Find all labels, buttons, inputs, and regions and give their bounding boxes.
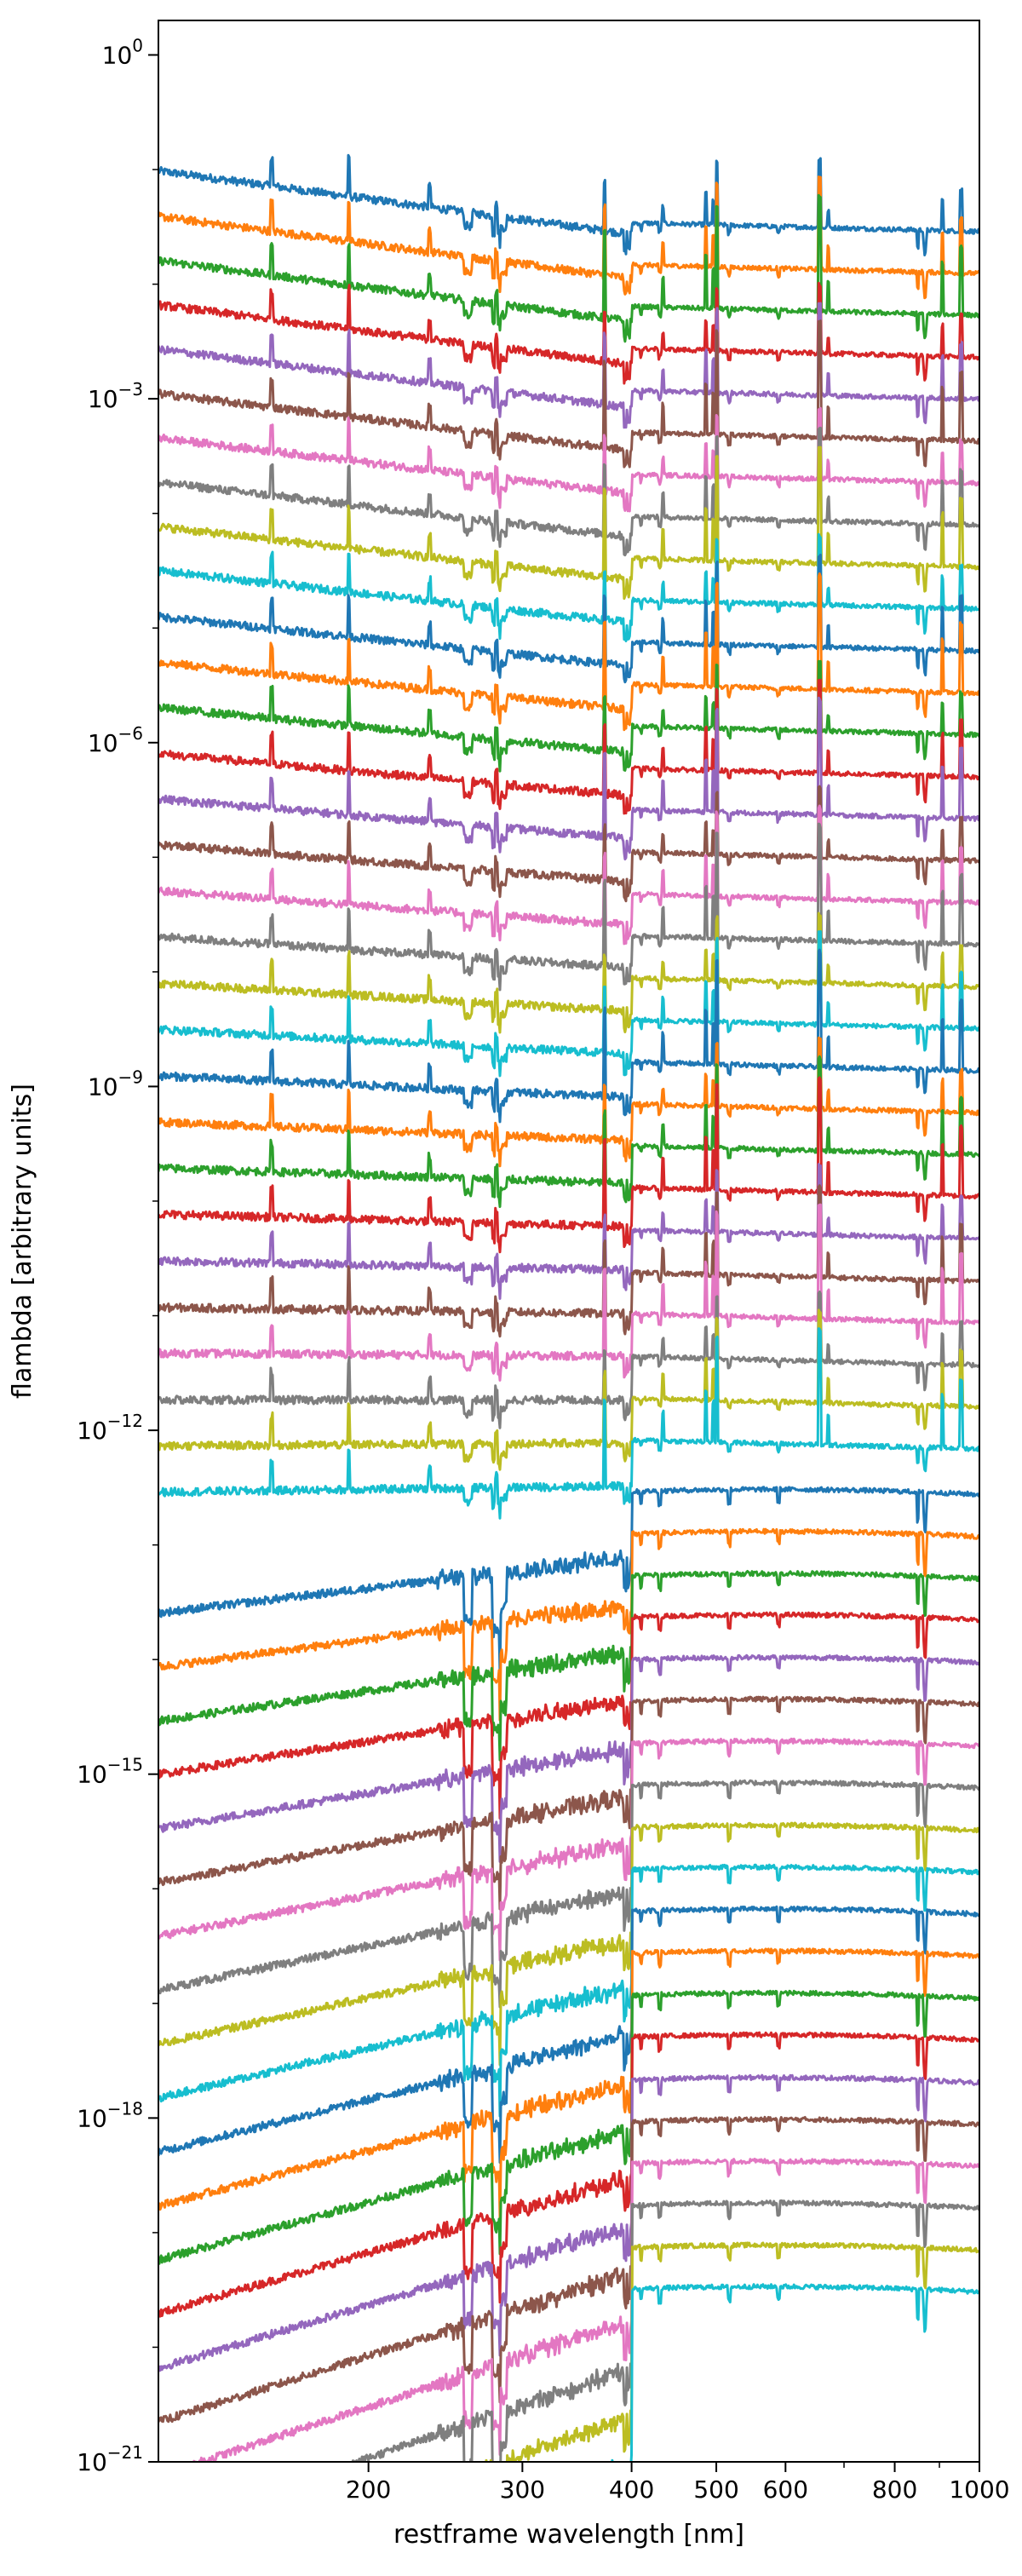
series-line-17: [158, 804, 979, 946]
series-line-9: [158, 446, 979, 601]
x-tick-label: 400: [609, 2475, 654, 2504]
y-tick-label: 10−15: [77, 1755, 143, 1789]
y-tick-mantissa: 10: [102, 42, 133, 70]
series-line-27: [158, 1203, 979, 1382]
x-tick-label: 500: [693, 2475, 738, 2504]
series-line-6: [158, 319, 979, 469]
series-line-19: [158, 911, 979, 1034]
y-tick-mantissa: 10: [77, 1417, 107, 1445]
y-tick-exponent: −12: [107, 1411, 143, 1431]
x-axis-label: restframe wavelength [nm]: [393, 2520, 744, 2550]
series-line-13: [158, 659, 979, 773]
y-tick-mantissa: 10: [88, 729, 118, 757]
series-line-8: [158, 426, 979, 557]
series-line-45: [158, 2073, 979, 2372]
series-line-22: [158, 1036, 979, 1168]
series-line-14: [158, 678, 979, 815]
x-tick-label: 600: [763, 2475, 808, 2504]
y-tick-exponent: −6: [118, 723, 143, 744]
y-tick-mantissa: 10: [88, 385, 118, 413]
series-line-12: [158, 572, 979, 732]
y-tick-label: 10−3: [88, 379, 143, 413]
series-line-2: [158, 175, 979, 300]
series-line-1: [158, 153, 979, 256]
series-line-48: [343, 2199, 979, 2462]
series-line-4: [158, 281, 979, 385]
series-line-46: [158, 2115, 979, 2424]
y-tick-exponent: −15: [107, 1755, 143, 1775]
y-tick-label: 10−21: [77, 2442, 143, 2476]
series-line-37: [158, 1737, 979, 1962]
y-tick-exponent: −18: [107, 2098, 143, 2119]
series-line-5: [158, 302, 979, 429]
plot-frame: [158, 20, 980, 2463]
series-line-23: [158, 1055, 979, 1209]
series-line-24: [158, 1076, 979, 1254]
y-tick-exponent: 0: [132, 36, 143, 56]
series-line-34: [158, 1611, 979, 1820]
series-line-18: [158, 822, 979, 992]
series-line-50: [611, 2283, 979, 2462]
y-tick-mantissa: 10: [77, 2104, 107, 2132]
series-line-39: [158, 1821, 979, 2067]
series-line-49: [474, 2241, 979, 2462]
series-line-20: [158, 930, 979, 1078]
series-line-30: [158, 1327, 979, 1520]
series-line-36: [158, 1695, 979, 1911]
series-line-40: [158, 1863, 979, 2118]
y-tick-label: 10−18: [77, 2098, 143, 2132]
series-line-47: [185, 2157, 979, 2462]
y-tick-mantissa: 10: [88, 1072, 118, 1101]
y-tick-label: 10−6: [88, 723, 143, 757]
series-line-16: [158, 785, 979, 903]
series-line-15: [158, 696, 979, 861]
x-axis: 200 300 400 500 600 800 1000: [346, 2462, 1010, 2504]
x-tick-label: 200: [346, 2475, 391, 2504]
x-tick-label: 1000: [949, 2475, 1009, 2504]
series-line-41: [158, 1905, 979, 2164]
series-line-38: [158, 1779, 979, 2009]
series-line-42: [158, 1947, 979, 2219]
y-tick-mantissa: 10: [77, 2448, 107, 2476]
series-line-3: [158, 193, 979, 343]
y-tick-exponent: −21: [107, 2442, 143, 2463]
y-tick-label: 10−9: [88, 1067, 143, 1101]
series-line-26: [158, 1184, 979, 1338]
y-tick-exponent: −9: [118, 1067, 143, 1087]
series-layer: [158, 153, 979, 2462]
series-line-43: [158, 1989, 979, 2265]
series-line-44: [158, 2031, 979, 2318]
series-line-25: [158, 1163, 979, 1300]
y-tick-label: 100: [102, 36, 143, 70]
y-axis-label: flambda [arbitrary units]: [8, 1084, 37, 1399]
series-line-31: [158, 1486, 979, 1674]
series-line-35: [158, 1653, 979, 1863]
series-line-32: [158, 1527, 979, 1722]
series-line-7: [158, 406, 979, 513]
series-line-10: [158, 532, 979, 642]
series-line-33: [158, 1570, 979, 1762]
series-line-21: [158, 948, 979, 1124]
y-tick-exponent: −3: [118, 379, 143, 400]
series-line-29: [158, 1308, 979, 1471]
y-tick-mantissa: 10: [77, 1761, 107, 1789]
y-tick-label: 10−12: [77, 1411, 143, 1445]
x-tick-label: 800: [872, 2475, 917, 2504]
series-line-28: [158, 1290, 979, 1429]
x-tick-label: 300: [500, 2475, 545, 2504]
series-line-11: [158, 553, 979, 684]
